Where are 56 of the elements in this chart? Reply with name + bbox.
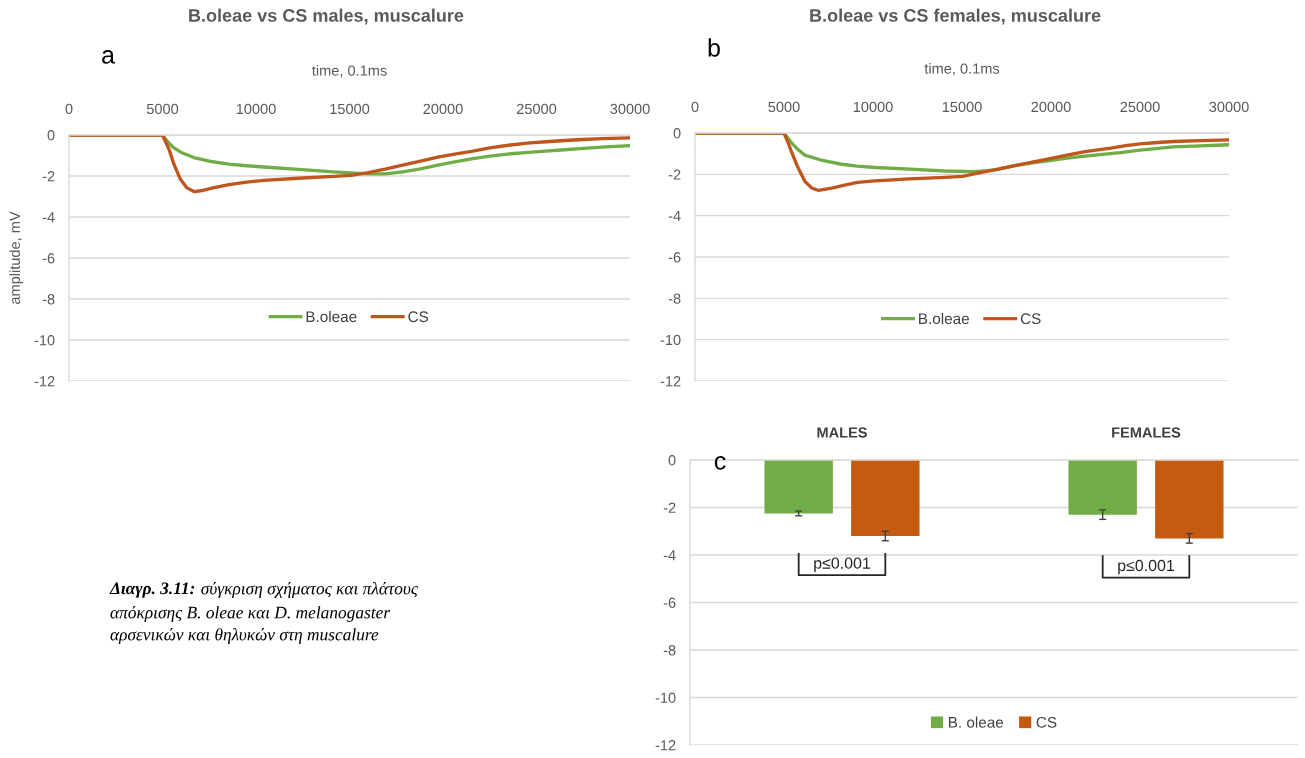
x-tick-label: 10000 [853, 101, 893, 113]
x-tick-label: 5000 [146, 103, 179, 115]
y-tick-label: -2 [668, 169, 681, 180]
legend-label: B. oleae [948, 716, 1004, 728]
y-tick-label: -12 [660, 376, 681, 387]
y-tick-label: -2 [663, 502, 676, 513]
legend-label: CS [1020, 313, 1041, 325]
annotation: c [714, 456, 726, 470]
y-tick-label: -2 [42, 171, 55, 182]
y-tick-label: -6 [668, 252, 681, 263]
y-tick-label: -4 [668, 210, 681, 221]
x-tick-label: 30000 [1209, 101, 1249, 113]
y-tick-label: 0 [47, 130, 55, 141]
y-tick-label: -10 [34, 335, 55, 346]
annotation: p≤0.001 [1118, 559, 1175, 575]
x-tick-label: 30000 [610, 103, 650, 115]
x-tick-label: 15000 [942, 101, 982, 113]
x-tick-label: MALES [817, 427, 867, 438]
x-tick-label: 15000 [330, 103, 370, 115]
legend-label: CS [408, 311, 429, 323]
x-tick-label: 20000 [423, 103, 463, 115]
x-axis-title: time, 0.1ms [312, 65, 387, 78]
x-tick-label: 25000 [1120, 101, 1160, 113]
x-tick-label: 0 [691, 101, 699, 113]
x-tick-label: 25000 [516, 103, 557, 115]
x-tick-label: 5000 [768, 101, 800, 113]
y-tick-label: -6 [42, 253, 55, 264]
chart-title: B.oleae vs CS males, muscalure [189, 8, 464, 25]
y-tick-label: -10 [655, 692, 676, 703]
text: b [708, 38, 720, 57]
x-tick-label: 10000 [236, 103, 276, 115]
legend-label: CS [1036, 716, 1057, 728]
chart-title: B.oleae vs CS females, muscalure [810, 8, 1101, 25]
text: σύγκριση σχήματος και πλάτους [201, 582, 418, 598]
x-tick-label: FEMALES [1112, 427, 1181, 438]
annotation: p≤0.001 [814, 557, 871, 572]
y-tick-label: -8 [663, 645, 676, 656]
text: a [102, 50, 115, 64]
text: Διαγρ. 3.11: [109, 582, 195, 598]
y-tick-label: -8 [668, 293, 681, 304]
legend-label: B.oleae [919, 312, 969, 325]
x-axis-title: time, 0.1ms [924, 63, 1000, 76]
y-tick-label: -4 [663, 550, 676, 561]
y-tick-label: -10 [660, 334, 681, 346]
y-tick-label: -4 [42, 212, 55, 223]
legend-label: B.oleae [306, 310, 357, 323]
x-tick-label: 0 [65, 103, 73, 115]
y-tick-label: -6 [663, 597, 676, 608]
text: απόκρισης B. oleae και D. melanogaster αρσενικών και θηλυκών στη muscalure [110, 606, 391, 644]
y-axis-title: amplitude, mV [9, 211, 23, 304]
x-tick-label: 20000 [1031, 101, 1071, 113]
y-tick-label: 0 [668, 455, 676, 466]
y-tick-label: -12 [655, 740, 676, 751]
y-tick-label: 0 [673, 128, 681, 139]
y-tick-label: -12 [34, 376, 55, 387]
y-tick-label: -8 [42, 294, 55, 305]
